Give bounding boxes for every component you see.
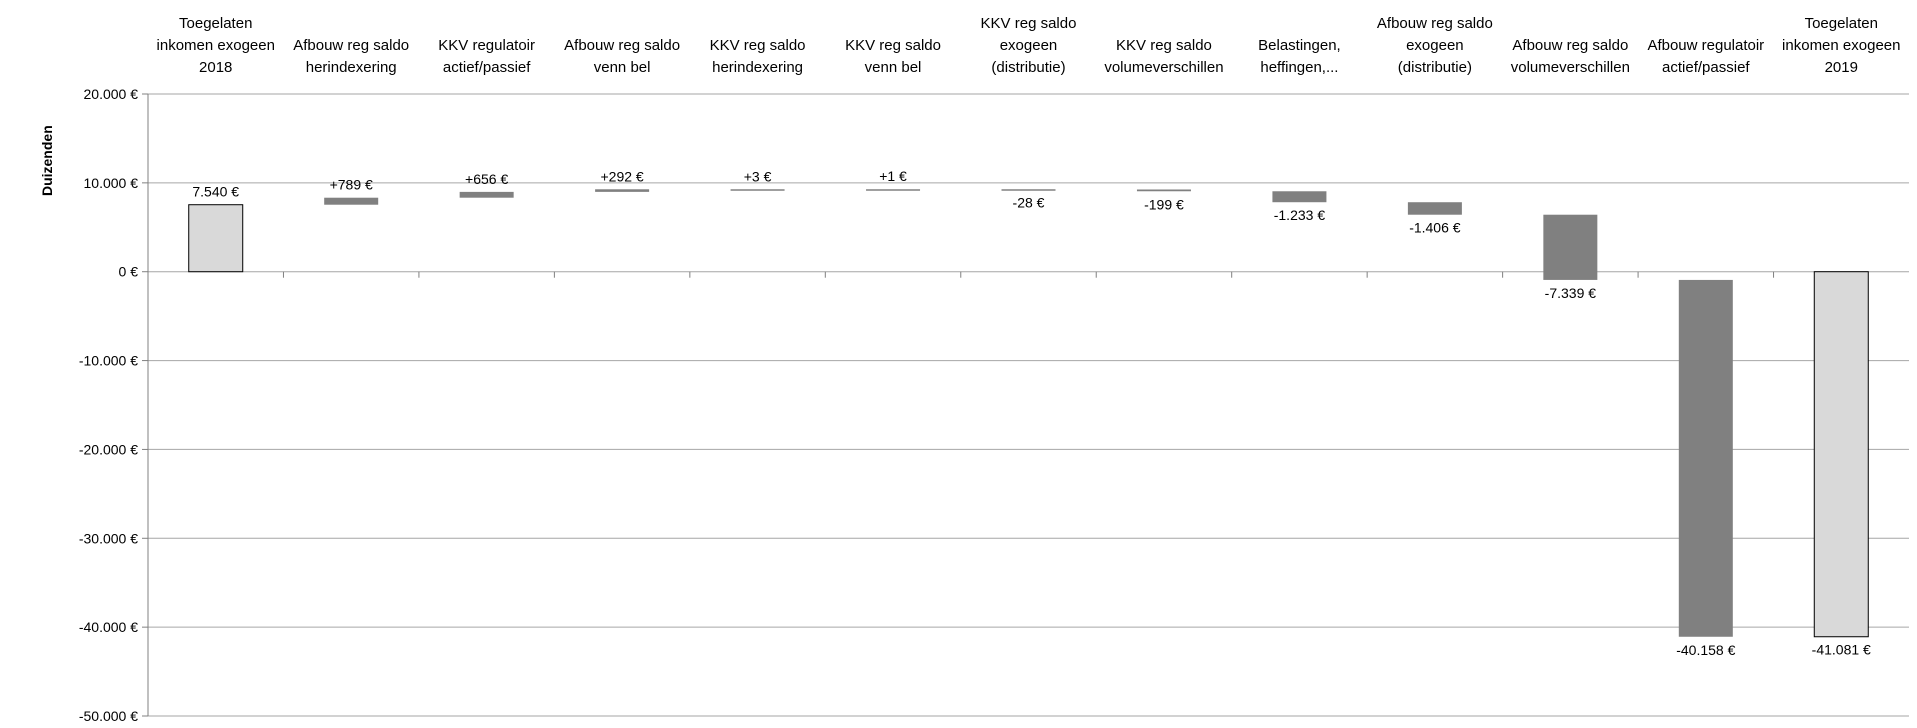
y-tick-label: -40.000 € [79, 619, 138, 635]
delta-bar [1136, 189, 1191, 192]
y-tick-label: 10.000 € [84, 175, 139, 191]
data-label: -199 € [1144, 196, 1184, 212]
data-label: 7.540 € [192, 184, 239, 200]
y-tick-label: 20.000 € [84, 86, 139, 102]
category-label: Afbouw reg saldo exogeen (distributie) [1377, 15, 1493, 76]
y-tick-label: -50.000 € [79, 708, 138, 723]
delta-bar [324, 197, 379, 205]
category-label: Afbouw regulatoir actief/passief [1647, 37, 1764, 76]
y-axis-title: Duizenden [39, 125, 55, 196]
total-bar [1813, 271, 1869, 638]
delta-bar [1543, 214, 1598, 280]
category-label: KKV regulatoir actief/passief [438, 37, 535, 76]
data-label: +3 € [744, 168, 772, 184]
y-tick-label: 0 € [119, 264, 139, 280]
category-label: Afbouw reg saldo venn bel [564, 37, 680, 76]
data-label: +656 € [465, 171, 508, 187]
delta-bar [595, 189, 650, 192]
category-label: KKV reg saldo venn bel [845, 37, 941, 76]
data-label: -40.158 € [1676, 642, 1735, 658]
category-label: Belastingen, heffingen,... [1258, 37, 1341, 76]
data-label: -28 € [1013, 194, 1045, 210]
delta-bar [1678, 279, 1733, 637]
category-label: Afbouw reg saldo herindexering [293, 37, 409, 76]
delta-bar [459, 191, 514, 198]
category-label: KKV reg saldo herindexering [710, 37, 806, 76]
category-label: Toegelaten inkomen exogeen 2019 [1782, 15, 1900, 76]
y-tick-label: -30.000 € [79, 530, 138, 546]
y-tick-label: -20.000 € [79, 441, 138, 457]
data-label: +292 € [601, 168, 644, 184]
delta-bar [1272, 191, 1327, 203]
delta-bar [1407, 202, 1462, 215]
total-bar [188, 204, 244, 273]
y-tick-label: -10.000 € [79, 353, 138, 369]
category-label: Afbouw reg saldo volumeverschillen [1511, 37, 1630, 76]
delta-bar [730, 189, 785, 191]
delta-bar [1001, 189, 1056, 191]
category-label: Toegelaten inkomen exogeen 2018 [157, 15, 275, 76]
data-label: -7.339 € [1545, 285, 1597, 301]
category-label: KKV reg saldo exogeen (distributie) [981, 15, 1077, 76]
data-label: -1.406 € [1409, 220, 1461, 236]
data-label: +789 € [330, 177, 373, 193]
data-label: -41.081 € [1812, 642, 1871, 658]
category-label: KKV reg saldo volumeverschillen [1104, 37, 1223, 76]
data-label: +1 € [879, 168, 907, 184]
data-label: -1.233 € [1274, 207, 1326, 223]
delta-bar [866, 189, 921, 191]
